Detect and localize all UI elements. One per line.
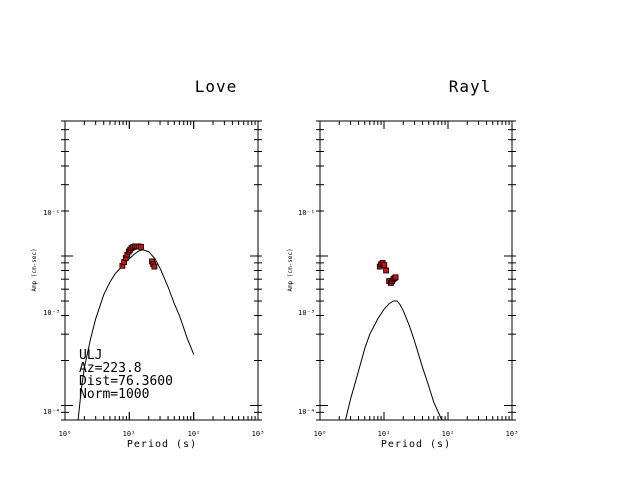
love-data-point	[138, 243, 144, 250]
rayl-title: Rayl	[449, 77, 492, 96]
love-y-tick-labels: 10⁻⁴ 10⁻³ 10⁻¹	[43, 209, 60, 416]
rayl-plot-frame	[319, 120, 513, 421]
love-x-axis-label: Period (s)	[127, 439, 197, 450]
rayl-y-tick-labels: 10⁻⁴ 10⁻³ 10⁻¹	[298, 209, 315, 416]
rayl-panel: Rayl 10⁰ 10¹ 10² 10³ 10⁻⁴ 10⁻³ 10⁻¹ Peri…	[287, 77, 518, 450]
rayl-x-tick-label: 10¹	[378, 430, 391, 438]
love-y-axis-label: Amp (cm-sec)	[31, 248, 38, 291]
station-azimuth: Az=223.8	[79, 361, 142, 376]
love-x-tick-label: 10³	[252, 430, 265, 438]
love-data-point	[151, 263, 158, 270]
rayl-data-point	[392, 274, 399, 281]
love-y-tick-label: 10⁻¹	[43, 209, 60, 217]
rayl-observed-points	[376, 259, 399, 286]
rayl-axis-ticks	[316, 120, 516, 421]
love-x-tick-labels: 10⁰ 10¹ 10² 10³	[59, 430, 265, 438]
love-title: Love	[195, 77, 238, 96]
rayl-x-tick-label: 10³	[506, 430, 519, 438]
rayl-y-axis-label: Amp (cm-sec)	[287, 248, 294, 291]
rayl-data-point	[381, 262, 388, 269]
rayl-model-curve	[345, 300, 448, 421]
love-y-tick-label: 10⁻⁴	[43, 408, 60, 416]
station-code: ULJ	[79, 348, 102, 363]
rayl-x-tick-label: 10²	[442, 430, 455, 438]
rayl-y-tick-label: 10⁻³	[298, 309, 315, 317]
love-observed-points	[119, 243, 158, 270]
love-x-tick-label: 10²	[188, 430, 201, 438]
love-x-tick-label: 10¹	[123, 430, 136, 438]
rayl-data-point	[383, 267, 390, 274]
love-y-tick-label: 10⁻³	[43, 309, 60, 317]
love-panel: Love 10⁰ 10¹ 10² 10³ 10⁻⁴ 10⁻³ 10⁻¹ Peri…	[31, 77, 264, 450]
rayl-x-tick-labels: 10⁰ 10¹ 10² 10³	[314, 430, 519, 438]
rayl-x-axis-label: Period (s)	[381, 439, 451, 450]
love-x-tick-label: 10⁰	[59, 430, 72, 438]
rayl-x-tick-label: 10⁰	[314, 430, 327, 438]
love-axis-ticks	[61, 120, 262, 421]
rayl-y-tick-label: 10⁻¹	[298, 209, 315, 217]
station-norm: Norm=1000	[79, 387, 149, 402]
station-info: ULJ Az=223.8 Dist=76.3600 Norm=1000	[79, 348, 173, 402]
love-model-curve	[77, 249, 195, 421]
station-distance: Dist=76.3600	[79, 374, 173, 389]
rayl-y-tick-label: 10⁻⁴	[298, 408, 315, 416]
